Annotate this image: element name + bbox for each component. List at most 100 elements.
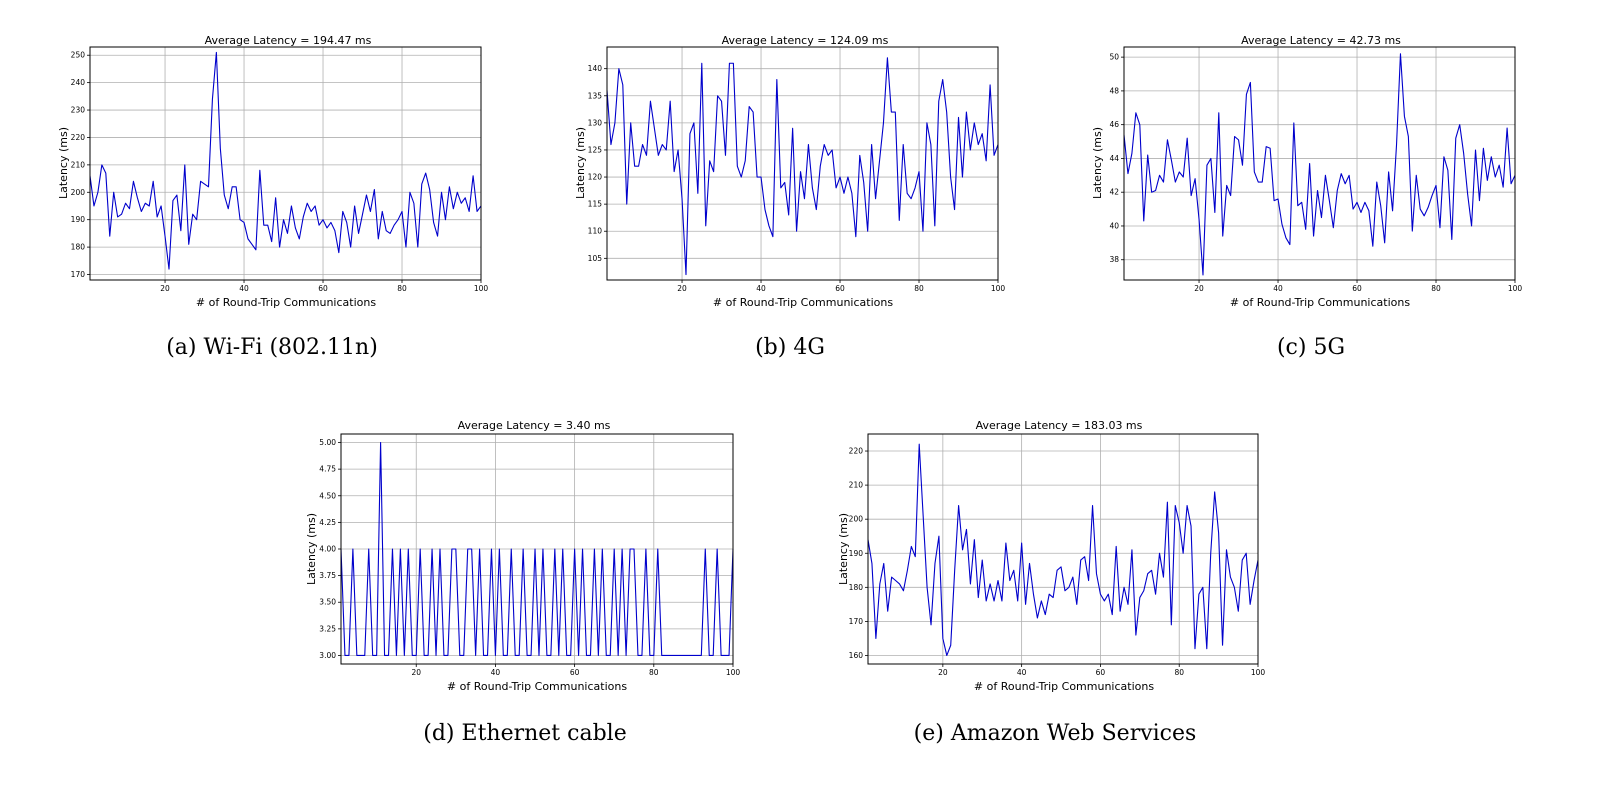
x-axis-label: # of Round-Trip Communications bbox=[974, 680, 1154, 693]
x-tick-label: 80 bbox=[1431, 284, 1441, 293]
x-tick-label: 80 bbox=[649, 668, 659, 677]
x-tick-label: 80 bbox=[914, 284, 924, 293]
x-tick-label: 80 bbox=[397, 284, 407, 293]
y-tick-label: 120 bbox=[588, 173, 603, 182]
figure-caption: (c) 5G bbox=[1277, 335, 1345, 360]
x-tick-label: 40 bbox=[239, 284, 249, 293]
y-tick-label: 170 bbox=[849, 617, 864, 626]
y-tick-label: 110 bbox=[588, 227, 603, 236]
x-tick-label: 60 bbox=[835, 284, 845, 293]
y-tick-label: 250 bbox=[71, 51, 86, 60]
y-axis-label: Latency (ms) bbox=[305, 513, 318, 585]
plot-frame bbox=[867, 433, 1259, 665]
x-tick-label: 20 bbox=[1194, 284, 1204, 293]
plot-frame bbox=[606, 46, 999, 281]
y-tick-label: 105 bbox=[588, 254, 603, 263]
x-tick-label: 60 bbox=[1352, 284, 1362, 293]
y-axis-label: Latency (ms) bbox=[1091, 127, 1104, 199]
x-tick-label: 40 bbox=[491, 668, 501, 677]
latency-series-line bbox=[340, 441, 734, 657]
y-tick-label: 190 bbox=[71, 215, 86, 224]
y-tick-label: 125 bbox=[588, 145, 603, 154]
y-tick-label: 170 bbox=[71, 270, 86, 279]
y-tick-label: 115 bbox=[588, 200, 603, 209]
grid bbox=[1124, 47, 1516, 280]
figure-caption: (b) 4G bbox=[755, 335, 825, 360]
y-axis-label: Latency (ms) bbox=[837, 513, 850, 585]
y-tick-label: 160 bbox=[849, 651, 864, 660]
y-tick-label: 190 bbox=[849, 549, 864, 558]
x-axis-label: # of Round-Trip Communications bbox=[713, 296, 893, 309]
latency-series-line bbox=[1123, 53, 1516, 276]
grid bbox=[90, 47, 482, 280]
y-tick-label: 3.50 bbox=[319, 598, 336, 607]
y-tick-label: 4.75 bbox=[319, 465, 336, 474]
chart-panel-c: Average Latency = 42.73 ms 20 40 60 80 100 38… bbox=[1091, 34, 1522, 360]
y-tick-label: 3.00 bbox=[319, 651, 336, 660]
x-tick-label: 60 bbox=[1096, 668, 1106, 677]
y-tick-label: 135 bbox=[588, 91, 603, 100]
x-tick-label: 20 bbox=[938, 668, 948, 677]
y-axis-label: Latency (ms) bbox=[57, 127, 70, 199]
figure-caption: (e) Amazon Web Services bbox=[914, 721, 1197, 746]
latency-series-line bbox=[867, 443, 1259, 657]
x-tick-label: 20 bbox=[160, 284, 170, 293]
x-tick-label: 100 bbox=[991, 284, 1006, 293]
latency-series-line bbox=[606, 57, 999, 276]
x-tick-label: 100 bbox=[1251, 668, 1266, 677]
y-tick-label: 48 bbox=[1109, 86, 1119, 95]
x-tick-label: 100 bbox=[726, 668, 741, 677]
latency-series-line bbox=[89, 51, 482, 270]
y-tick-label: 200 bbox=[849, 515, 864, 524]
plot-frame bbox=[340, 433, 734, 665]
y-tick-label: 220 bbox=[849, 447, 864, 456]
x-tick-label: 40 bbox=[756, 284, 766, 293]
x-tick-label: 40 bbox=[1017, 668, 1027, 677]
y-tick-label: 3.25 bbox=[319, 624, 336, 633]
grid bbox=[341, 434, 734, 664]
chart-panel-d: Average Latency = 3.40 ms 20 40 60 80 100 3.0… bbox=[305, 419, 740, 746]
y-tick-label: 40 bbox=[1109, 221, 1119, 230]
y-tick-label: 38 bbox=[1109, 255, 1119, 264]
y-tick-label: 210 bbox=[849, 481, 864, 490]
y-tick-label: 220 bbox=[71, 133, 86, 142]
plot-frame bbox=[1123, 46, 1516, 281]
chart-panel-e: Average Latency = 183.03 ms 20 40 60 80 100 1… bbox=[837, 419, 1265, 746]
x-tick-label: 40 bbox=[1273, 284, 1283, 293]
x-tick-label: 20 bbox=[677, 284, 687, 293]
chart-title: Average Latency = 124.09 ms bbox=[722, 34, 889, 47]
x-axis-label: # of Round-Trip Communications bbox=[196, 296, 376, 309]
y-tick-label: 240 bbox=[71, 78, 86, 87]
y-tick-label: 4.50 bbox=[319, 491, 336, 500]
x-tick-label: 60 bbox=[570, 668, 580, 677]
y-tick-label: 130 bbox=[588, 118, 603, 127]
chart-panel-a: Average Latency = 194.47 ms 20 40 60 80 100 1… bbox=[57, 34, 488, 360]
chart-title: Average Latency = 3.40 ms bbox=[458, 419, 611, 432]
x-tick-label: 80 bbox=[1174, 668, 1184, 677]
y-tick-label: 5.00 bbox=[319, 438, 336, 447]
chart-title: Average Latency = 42.73 ms bbox=[1241, 34, 1401, 47]
y-axis-label: Latency (ms) bbox=[574, 127, 587, 199]
chart-title: Average Latency = 194.47 ms bbox=[205, 34, 372, 47]
y-tick-label: 3.75 bbox=[319, 571, 336, 580]
x-tick-label: 100 bbox=[474, 284, 489, 293]
y-tick-label: 4.25 bbox=[319, 518, 336, 527]
x-axis-label: # of Round-Trip Communications bbox=[1230, 296, 1410, 309]
y-tick-label: 210 bbox=[71, 160, 86, 169]
y-tick-label: 46 bbox=[1109, 120, 1119, 129]
grid bbox=[868, 434, 1259, 664]
figure-caption: (d) Ethernet cable bbox=[423, 721, 626, 746]
y-tick-label: 140 bbox=[588, 64, 603, 73]
y-tick-label: 4.00 bbox=[319, 545, 336, 554]
y-tick-label: 230 bbox=[71, 106, 86, 115]
x-tick-label: 20 bbox=[411, 668, 421, 677]
y-tick-label: 180 bbox=[849, 583, 864, 592]
y-tick-label: 180 bbox=[71, 243, 86, 252]
x-tick-label: 60 bbox=[318, 284, 328, 293]
y-tick-label: 44 bbox=[1109, 154, 1119, 163]
x-tick-label: 100 bbox=[1508, 284, 1523, 293]
grid bbox=[607, 47, 999, 280]
y-tick-label: 42 bbox=[1109, 188, 1119, 197]
chart-title: Average Latency = 183.03 ms bbox=[976, 419, 1143, 432]
